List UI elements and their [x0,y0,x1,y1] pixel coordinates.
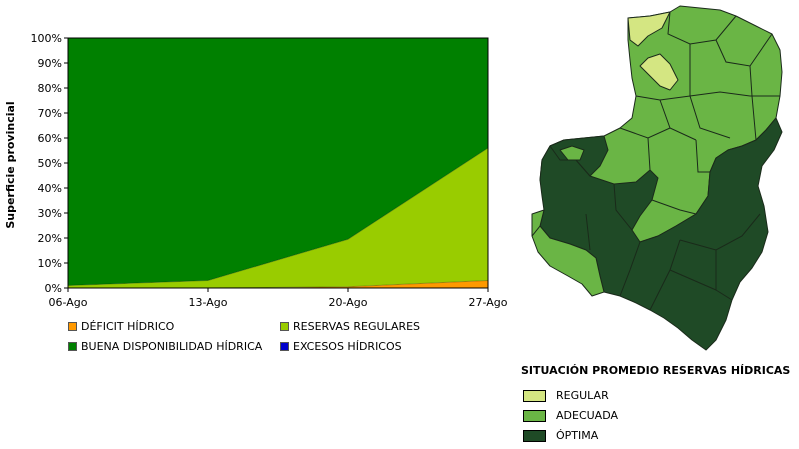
legend-item-buena-disponibilidad: BUENA DISPONIBILIDAD HÍDRICA [68,340,262,353]
map-legend-item-optima: ÓPTIMA [523,426,790,445]
area-series-edge-1 [67,147,489,286]
map-legend-title: SITUACIÓN PROMEDIO RESERVAS HÍDRICAS [521,364,791,377]
map-legend-swatch-adecuada [523,409,546,422]
x-tick-label: 20-Ago [329,296,368,309]
map-legend-item-regular: REGULAR [523,386,790,405]
legend-label-excesos: EXCESOS HÍDRICOS [293,340,402,353]
y-tick-label: 80% [38,82,62,95]
map-region-regular-top [627,11,671,47]
y-tick-label: 60% [38,132,62,145]
area-series-1 [68,148,488,288]
legend-swatch-excesos [280,342,289,351]
x-tick-label: 13-Ago [189,296,228,309]
y-tick-label: 50% [38,157,62,170]
area-series-2 [68,38,488,286]
legend-item-excesos: EXCESOS HÍDRICOS [280,340,402,353]
province-map [531,5,783,351]
legend-item-deficit: DÉFICIT HÍDRICO [68,320,174,333]
map-legend-item-adecuada: ADECUADA [523,406,790,425]
y-tick-label: 20% [38,232,62,245]
y-tick-label: 70% [38,107,62,120]
y-tick-label: 30% [38,207,62,220]
y-tick-label: 90% [38,57,62,70]
x-tick-label: 06-Ago [49,296,88,309]
area-series-0 [68,280,488,288]
map-region-regular-small [639,53,679,91]
map-legend-swatch-optima [523,429,546,442]
legend-swatch-reservas-regulares [280,322,289,331]
y-tick-label: 40% [38,182,62,195]
legend-swatch-deficit [68,322,77,331]
legend-label-reservas-regulares: RESERVAS REGULARES [293,320,421,333]
legend-item-reservas-regulares: RESERVAS REGULARES [280,320,420,333]
legend-swatch-buena-disponibilidad [68,342,77,351]
chart-areas [67,37,489,289]
area-chart: 0% 10% 20% 30% 40% 50% 60% 70% 80% 90% 100% 06-Ago… [4,32,508,309]
y-tick-label: 100% [31,32,62,45]
map-legend: SITUACIÓN PROMEDIO RESERVAS HÍDRICAS REG… [521,364,790,445]
map-legend-label-optima: ÓPTIMA [556,429,599,442]
map-region-adecuada-inset [559,145,585,161]
map-department-boundaries [585,11,780,311]
x-axis-ticks: 06-Ago 13-Ago 20-Ago 27-Ago [49,288,508,309]
y-axis-label: Superficie provincial [4,101,17,228]
map-legend-label-adecuada: ADECUADA [556,409,619,422]
legend-label-deficit: DÉFICIT HÍDRICO [81,320,175,333]
map-region-adecuada-west [531,225,605,297]
map-legend-label-regular: REGULAR [556,389,609,402]
y-tick-label: 10% [38,257,62,270]
y-axis-ticks: 0% 10% 20% 30% 40% 50% 60% 70% 80% 90% 100% [31,32,68,295]
map-region-adecuada-southwest [531,209,545,237]
legend-label-buena-disponibilidad: BUENA DISPONIBILIDAD HÍDRICA [81,340,263,353]
y-tick-label: 0% [45,282,62,295]
map-legend-swatch-regular [523,389,546,402]
x-tick-label: 27-Ago [469,296,508,309]
